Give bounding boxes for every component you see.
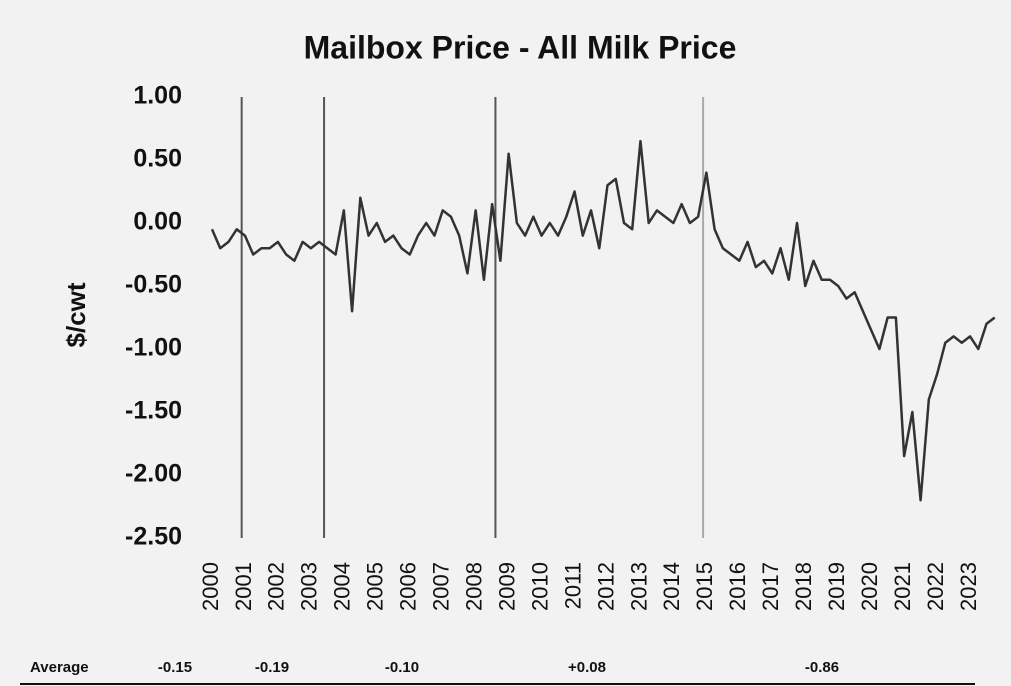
x-tick-label: 2018 [791, 562, 816, 611]
chart-title: Mailbox Price - All Milk Price [304, 29, 737, 65]
x-tick-label: 2020 [857, 562, 882, 611]
y-tick-label: -1.00 [125, 334, 182, 362]
y-tick-label: -2.50 [125, 523, 182, 551]
average-label: Average [30, 659, 89, 676]
average-value: -0.10 [385, 659, 419, 676]
y-tick-label: -1.50 [125, 397, 182, 425]
y-axis-label: $/cwt [61, 282, 91, 347]
x-tick-label: 2005 [363, 562, 388, 611]
x-tick-label: 2014 [659, 562, 684, 611]
x-tick-label: 2011 [560, 562, 585, 609]
x-tick-label: 2013 [626, 562, 651, 611]
x-tick-label: 2003 [297, 562, 322, 611]
y-tick-label: -2.00 [125, 460, 182, 488]
average-value: -0.86 [805, 659, 839, 676]
x-tick-label: 2017 [758, 562, 783, 611]
x-tick-label: 2004 [330, 562, 355, 611]
y-tick-label: 1.00 [133, 82, 182, 110]
data-line [210, 139, 996, 502]
average-value: -0.15 [158, 659, 192, 676]
average-value: +0.08 [568, 659, 606, 676]
x-tick-label: 2000 [198, 562, 223, 611]
y-tick-label: 0.00 [133, 208, 182, 236]
x-tick-label: 2001 [231, 562, 256, 611]
x-tick-label: 2016 [725, 562, 750, 611]
x-tick-label: 2022 [923, 562, 948, 611]
average-value: -0.19 [255, 659, 289, 676]
x-tick-label: 2002 [264, 562, 289, 611]
x-tick-label: 2021 [890, 562, 915, 611]
x-tick-label: 2019 [824, 562, 849, 611]
x-tick-label: 2010 [527, 562, 552, 611]
x-tick-label: 2012 [593, 562, 618, 611]
y-tick-label: -0.50 [125, 271, 182, 299]
y-tick-label: 0.50 [133, 145, 182, 173]
x-tick-label: 2023 [956, 562, 981, 611]
x-tick-label: 2006 [396, 562, 421, 611]
x-tick-label: 2007 [429, 562, 454, 611]
x-tick-label: 2009 [494, 562, 519, 611]
x-tick-label: 2015 [692, 562, 717, 611]
x-tick-label: 2008 [461, 562, 486, 611]
